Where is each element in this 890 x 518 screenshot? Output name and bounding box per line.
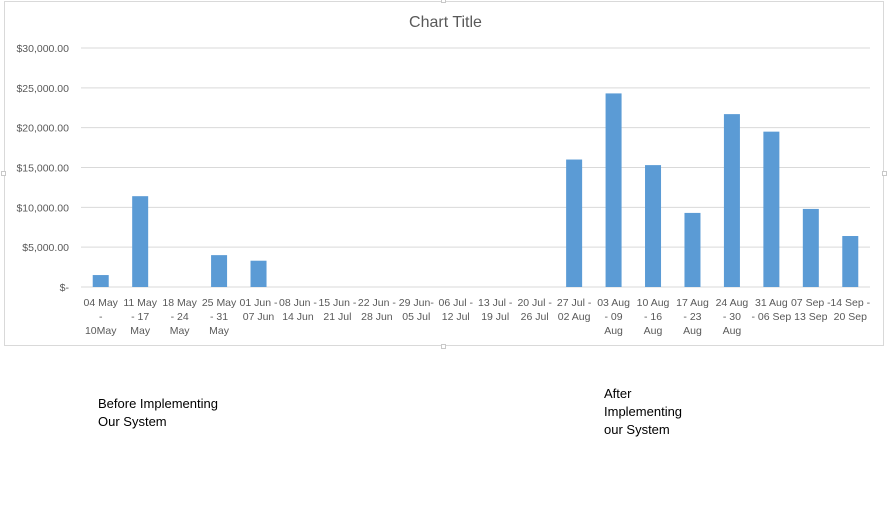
bar — [802, 208, 819, 287]
resize-handle-right[interactable] — [882, 171, 887, 176]
resize-handle-top[interactable] — [441, 0, 446, 3]
bar — [605, 93, 622, 287]
x-tick-label: 15 Jun -21 Jul — [318, 297, 356, 323]
y-tick-label: $30,000.00 — [16, 43, 69, 55]
x-tick-label: 17 Aug - 23 Aug — [676, 297, 709, 337]
x-tick-label: 07 Sep -13 Sep — [791, 297, 831, 323]
bar — [250, 260, 267, 287]
x-tick-label: 25 May - 31 May — [202, 297, 237, 337]
x-tick-label: 29 Jun-05 Jul — [399, 297, 435, 323]
x-tick-label: 27 Jul -02 Aug — [557, 297, 592, 323]
x-tick-label: 24 Aug - 30 Aug — [716, 297, 749, 337]
x-tick-label: 13 Jul -19 Jul — [478, 297, 513, 323]
x-tick-label: 01 Jun -07 Jun — [240, 297, 278, 323]
x-tick-label: 14 Sep -20 Sep — [830, 297, 870, 323]
chart-title: Chart Title — [409, 14, 482, 31]
bar — [566, 159, 583, 287]
x-tick-label: 22 Jun -28 Jun — [358, 297, 396, 323]
bar — [132, 196, 149, 287]
bar — [842, 236, 859, 287]
y-tick-label: $25,000.00 — [16, 83, 69, 95]
y-tick-label: $10,000.00 — [16, 202, 69, 214]
x-tick-label: 10 Aug - 16 Aug — [637, 297, 670, 337]
x-tick-label: 18 May - 24 May — [162, 297, 197, 337]
before-implementing-note: Before Implementing Our System — [98, 396, 218, 429]
x-tick-label: 08 Jun -14 Jun — [279, 297, 317, 323]
resize-handle-left[interactable] — [1, 171, 6, 176]
bar — [645, 165, 662, 287]
y-tick-label: $15,000.00 — [16, 163, 69, 175]
chart-area[interactable]: Chart Title $- $5,000.00 $10,000.00 $15,000.… — [4, 1, 884, 346]
bar — [763, 131, 780, 287]
x-tick-label: 06 Jul -12 Jul — [439, 297, 474, 323]
y-tick-label: $20,000.00 — [16, 123, 69, 135]
bar — [92, 275, 109, 287]
x-tick-label: 11 May - 17 May — [123, 297, 157, 337]
bar-chart: Chart Title $- $5,000.00 $10,000.00 $15,000.… — [16, 14, 870, 337]
y-tick-label: $5,000.00 — [22, 242, 69, 254]
x-tick-label: 03 Aug - 09 Aug — [597, 297, 630, 337]
y-tick-label: $- — [60, 282, 70, 294]
bar — [684, 212, 701, 287]
resize-handle-bottom[interactable] — [441, 344, 446, 349]
bar — [723, 114, 740, 287]
x-tick-label: 20 Jul -26 Jul — [517, 297, 552, 323]
after-implementing-note: After Implementing our System — [604, 386, 683, 437]
bar — [211, 255, 228, 287]
x-tick-label: 31 Aug - 06 Sep — [752, 297, 792, 323]
x-tick-label: 04 May -10May — [84, 297, 119, 337]
